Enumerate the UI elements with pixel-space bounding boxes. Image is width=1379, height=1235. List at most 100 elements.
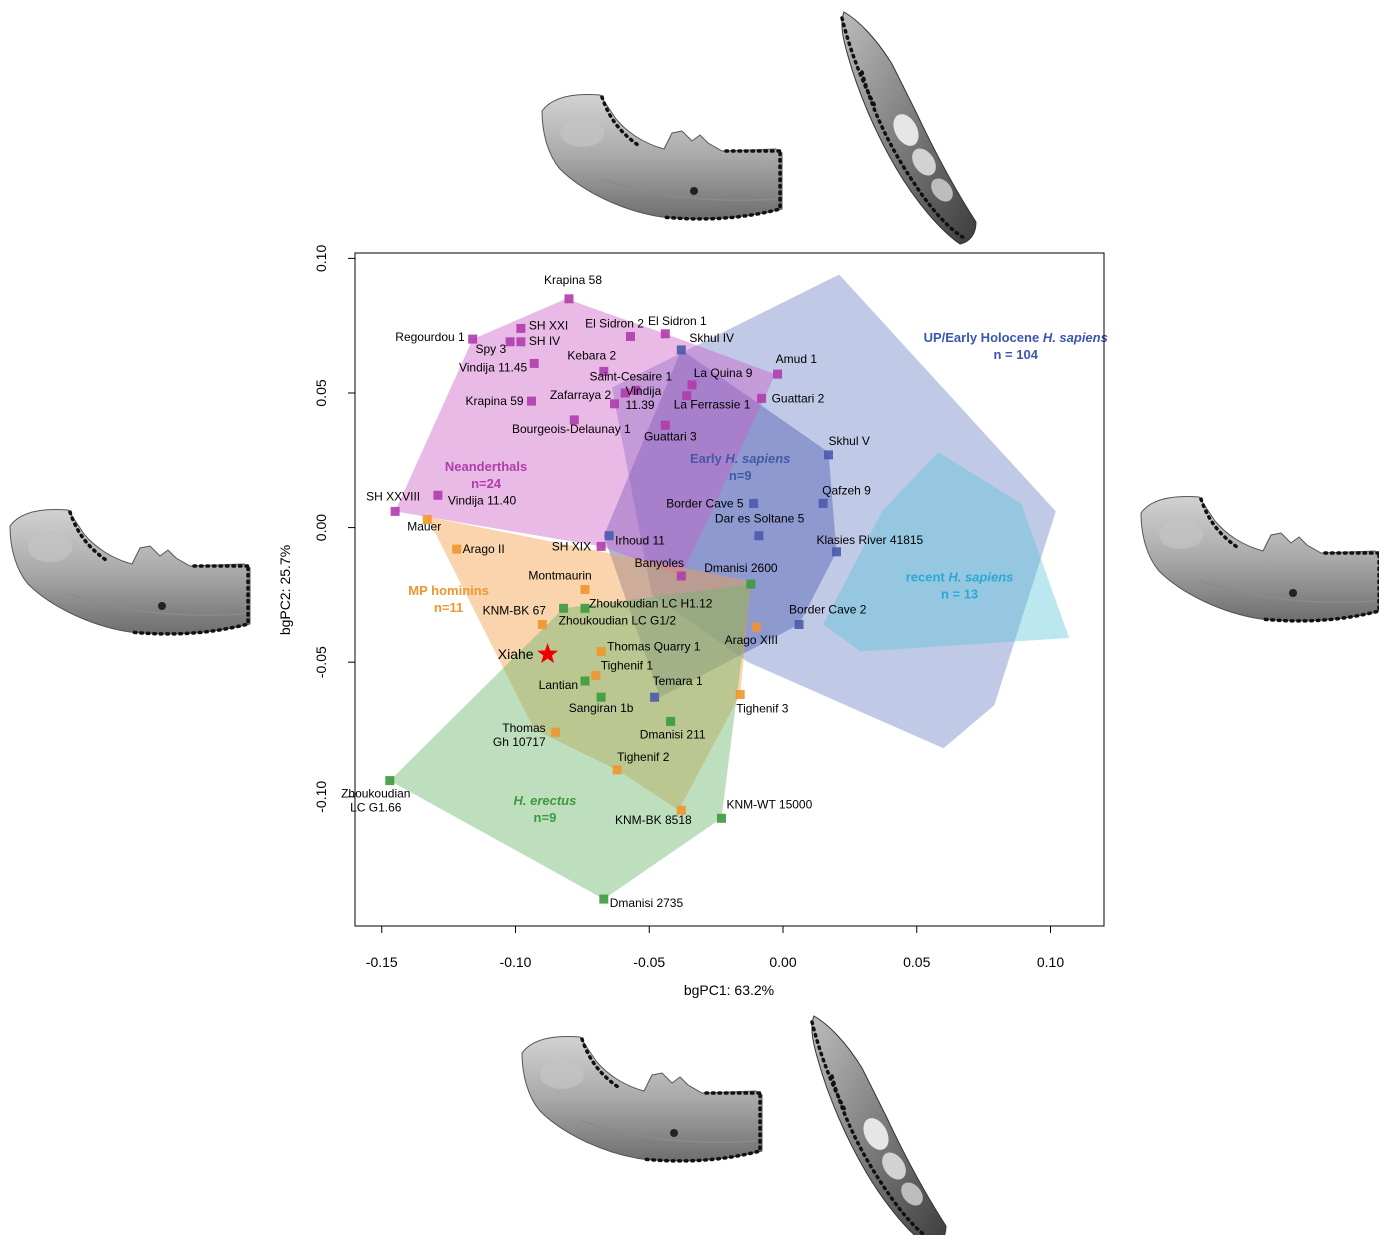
label-knm-bk-8518: KNM-BK 8518 [615, 813, 692, 827]
label-qafzeh-9: Qafzeh 9 [822, 483, 871, 497]
point-tighenif-3 [735, 690, 745, 699]
point-mauer [422, 515, 432, 524]
label-zhoukoudian-lc-g1-66-1: LC G1.66 [350, 801, 402, 815]
y-tick-label: 0.05 [313, 379, 329, 406]
plot-area: UP/Early Holocene H. sapiens n = 104 recen… [277, 245, 1108, 998]
label-sangiran-1b: Sangiran 1b [569, 701, 634, 715]
hull-recent [823, 452, 1070, 652]
point-el-sidron-1 [660, 329, 670, 339]
group-label-nean-1: n=24 [471, 476, 502, 491]
point-arago-xiii [751, 622, 761, 632]
label-saint-cesaire-1: Saint-Cesaire 1 [590, 369, 673, 383]
point-lantian [580, 676, 590, 686]
label-skhul-iv: Skhul IV [689, 331, 734, 345]
point-dmanisi-2735 [599, 894, 609, 904]
point-vindija-11-39 [610, 399, 619, 409]
group-label-erectus-1: n=9 [534, 810, 557, 825]
point-tighenif-2 [612, 765, 622, 775]
point-thomas-gh-10717 [551, 727, 561, 737]
label-vindija-11-39-1: 11.39 [625, 398, 654, 412]
label-sh-xxi: SH XXI [529, 318, 568, 332]
group-label-erectus-0: H. erectus [513, 793, 576, 808]
label-vindija-11-40: Vindija 11.40 [448, 493, 517, 507]
point-montmaurin [580, 585, 590, 594]
point-zhoukoudian-lc-g1-2 [559, 603, 569, 613]
y-tick-label: -0.10 [313, 781, 329, 813]
label-mauer: Mauer [407, 520, 441, 534]
point-skhul-v [824, 450, 833, 460]
point-thomas-quarry-1 [596, 646, 606, 656]
label-arago-ii: Arago II [463, 542, 505, 556]
label-skhul-v: Skhul V [828, 434, 869, 448]
label-tighenif-1: Tighenif 1 [601, 659, 654, 673]
x-axis: -0.15 -0.10 -0.05 0.00 0.05 0.10 [366, 925, 1064, 970]
label-klasies-river-41815: Klasies River 41815 [817, 533, 924, 547]
group-label-recent-0: recent H. sapiens [906, 569, 1014, 584]
x-tick-label: -0.15 [366, 954, 398, 970]
point-spy-3 [505, 337, 515, 347]
label-vindija-11-39-0: Vindija [625, 384, 661, 398]
label-la-ferrassie-1: La Ferrassie 1 [674, 398, 751, 412]
group-labels: UP/Early Holocene H. sapiens n = 104 recen… [408, 330, 1108, 825]
point-zafarraya-2 [620, 388, 630, 398]
label-bourgeois-delaunay-1: Bourgeois-Delaunay 1 [512, 422, 631, 436]
point-zhoukoudian-lc-h1-12 [580, 603, 590, 613]
mandible-occlusal-image-top [840, 10, 978, 246]
point-sh-iv [516, 337, 526, 347]
label-la-quina-9: La Quina 9 [694, 366, 753, 380]
x-tick-label: 0.00 [769, 954, 796, 970]
point-vindija-11-45 [529, 358, 539, 368]
y-axis: 0.10 0.05 0.00 -0.05 -0.10 [313, 245, 356, 813]
hull-erectus [389, 584, 751, 900]
label-el-sidron-2: El Sidron 2 [585, 316, 644, 330]
label-border-cave-5: Border Cave 5 [666, 496, 744, 510]
point-bourgeois-delaunay-1 [569, 415, 579, 425]
point-skhul-iv [676, 345, 686, 355]
group-label-up-1: n = 104 [993, 347, 1038, 362]
point-kebara-2 [599, 366, 609, 376]
xiahe-star-marker [537, 643, 559, 663]
x-tick-label: 0.10 [1037, 954, 1064, 970]
label-knm-wt-15000: KNM-WT 15000 [726, 797, 812, 811]
point-vindija-11-40 [433, 490, 443, 500]
label-thomas-gh-10717-0: Thomas [502, 721, 545, 735]
label-arago-xiii: Arago XIII [725, 633, 778, 647]
x-axis-title: bgPC1: 63.2% [684, 982, 774, 998]
mandible-lateral-image-top [540, 92, 784, 221]
point-regourdou-1 [468, 334, 478, 344]
point-sh-xxviii [390, 506, 400, 516]
point-krapina-59 [527, 396, 536, 406]
y-tick-label: -0.05 [313, 646, 329, 678]
point-dar-es-soltane-5 [754, 531, 764, 541]
hull-early [603, 349, 837, 698]
label-montmaurin: Montmaurin [528, 569, 591, 583]
group-label-nean-0: Neanderthals [445, 459, 527, 474]
label-zhoukoudian-lc-g1-66-0: Zhoukoudian [341, 787, 410, 801]
point-border-cave-5 [749, 498, 759, 508]
point-la-ferrassie-1 [682, 391, 692, 401]
point-dmanisi-211 [666, 716, 676, 726]
label-sh-xix: SH XIX [552, 539, 591, 553]
label-dmanisi-2735: Dmanisi 2735 [610, 896, 684, 910]
point-qafzeh-9 [818, 498, 828, 508]
point-arago-ii [452, 544, 462, 554]
label-thomas-gh-10717-1: Gh 10717 [493, 735, 546, 749]
label-amud-1: Amud 1 [776, 352, 818, 366]
point-amud-1 [773, 369, 783, 379]
label-el-sidron-1: El Sidron 1 [648, 314, 707, 328]
group-label-up-0: UP/Early Holocene H. sapiens [924, 330, 1108, 345]
group-label-mp-0: MP hominins [408, 583, 489, 598]
point-sh-xxi [516, 323, 526, 333]
label-dmanisi-2600: Dmanisi 2600 [704, 561, 778, 575]
label-lantian: Lantian [539, 678, 578, 692]
label-knm-bk-67: KNM-BK 67 [483, 603, 547, 617]
hull-nean [395, 298, 775, 576]
label-tighenif-2: Tighenif 2 [617, 750, 670, 764]
point-klasies-river-41815 [832, 547, 841, 557]
hull-up [611, 274, 1056, 749]
point-banyoles [676, 571, 686, 581]
point-sangiran-1b [596, 692, 606, 702]
point-border-cave-2 [794, 620, 804, 629]
label-spy-3: Spy 3 [475, 342, 506, 356]
